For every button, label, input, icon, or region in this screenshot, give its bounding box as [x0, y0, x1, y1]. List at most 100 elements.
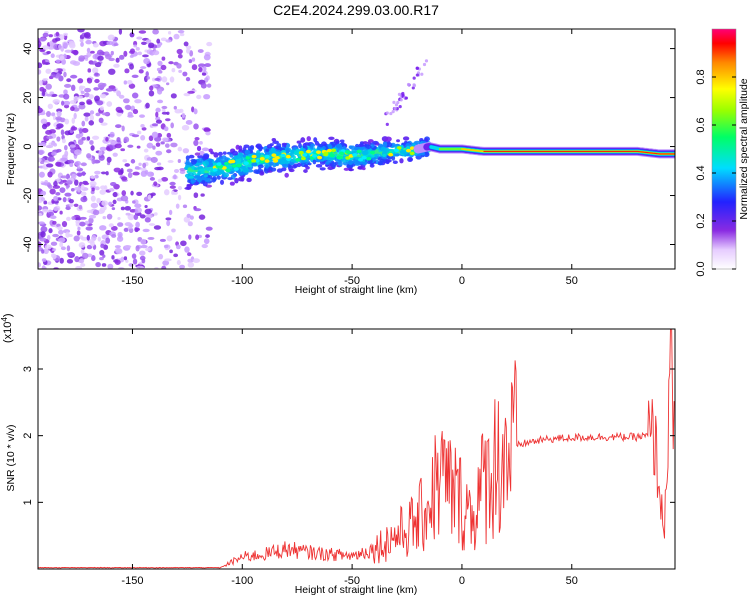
- heatmap-noise-point: [108, 68, 116, 75]
- heatmap-band-point: [397, 92, 402, 97]
- heatmap-noise-point: [78, 103, 86, 110]
- heatmap-noise-point: [138, 69, 144, 74]
- heatmap-noise-point: [114, 245, 121, 249]
- heatmap-noise-point: [193, 108, 198, 115]
- heatmap-band-point: [348, 167, 353, 172]
- heatmap-noise-point: [62, 197, 67, 203]
- heatmap-noise-point: [202, 65, 207, 72]
- heatmap-band-point: [347, 160, 353, 166]
- heatmap-noise-point: [112, 191, 118, 198]
- heatmap-noise-point: [168, 209, 173, 216]
- heatmap-noise-point: [65, 173, 70, 180]
- heatmap-noise-point: [63, 71, 67, 78]
- heatmap-noise-point: [99, 93, 107, 99]
- heatmap-noise-point: [111, 207, 116, 211]
- heatmap-band-point: [354, 147, 358, 151]
- heatmap-band-point: [328, 136, 335, 141]
- heatmap-peak-point: [264, 154, 270, 159]
- heatmap-band-point: [187, 172, 195, 177]
- heatmap-noise-point: [64, 118, 70, 125]
- heatmap-noise-point: [113, 43, 119, 46]
- heatmap-noise-point: [75, 265, 83, 269]
- heatmap-peak-point: [259, 157, 265, 161]
- heatmap-noise-point: [142, 228, 150, 233]
- heatmap-band-point: [231, 150, 239, 156]
- heatmap-noise-point: [75, 220, 81, 224]
- heatmap-band-point: [391, 110, 395, 114]
- heatmap-noise-point: [47, 103, 53, 110]
- heatmap-noise-point: [112, 152, 118, 157]
- heatmap-noise-point: [179, 170, 186, 175]
- heatmap-band-point: [394, 153, 400, 157]
- heatmap-noise-point: [62, 179, 68, 183]
- heatmap-noise-point: [105, 171, 109, 176]
- heatmap-noise-point: [171, 228, 176, 233]
- heatmap-noise-point: [136, 145, 141, 149]
- heatmap-band-point: [393, 106, 397, 111]
- heatmap-noise-point: [52, 99, 61, 104]
- heatmap-noise-point: [84, 87, 92, 93]
- heatmap-noise-point: [81, 127, 89, 133]
- heatmap-band-point: [318, 143, 324, 148]
- heatmap-noise-point: [101, 263, 107, 267]
- heatmap-noise-point: [157, 178, 163, 183]
- heatmap-noise-point: [55, 116, 63, 121]
- heatmap-band-point: [392, 100, 396, 104]
- heatmap-noise-point: [198, 66, 203, 73]
- heatmap-band-point: [288, 168, 295, 173]
- heatmap-noise-point: [124, 244, 132, 249]
- heatmap-band-point: [405, 143, 411, 148]
- heatmap-peak-point: [358, 157, 364, 162]
- heatmap-noise-point: [83, 182, 90, 186]
- heatmap-band-point: [203, 154, 209, 160]
- heatmap-band-point: [306, 136, 311, 142]
- heatmap-peak-point: [298, 150, 304, 155]
- heatmap-noise-point: [109, 131, 115, 138]
- heatmap-noise-point: [185, 77, 191, 82]
- heatmap-peak-point: [285, 154, 291, 159]
- heatmap-noise-point: [66, 180, 73, 185]
- heatmap-noise-point: [94, 78, 100, 84]
- heatmap-band-point: [385, 111, 389, 115]
- heatmap-noise-point: [53, 206, 58, 212]
- heatmap-noise-point: [69, 162, 74, 168]
- heatmap-band-point: [184, 186, 192, 190]
- heatmap-noise-point: [105, 136, 109, 142]
- heatmap-band-point: [315, 163, 323, 168]
- heatmap-noise-point: [191, 106, 195, 113]
- heatmap-noise-point: [131, 92, 139, 99]
- heatmap-noise-point: [39, 171, 45, 178]
- heatmap-noise-point: [39, 86, 45, 92]
- heatmap-noise-point: [87, 68, 92, 73]
- heatmap-noise-point: [73, 95, 79, 102]
- heatmap-noise-point: [70, 84, 76, 92]
- heatmap-noise-point: [147, 194, 152, 200]
- colorbar-tick-label: 0.2: [695, 213, 707, 228]
- heatmap-noise-point: [66, 258, 74, 264]
- heatmap-band-point: [361, 150, 367, 155]
- heatmap-noise-point: [86, 136, 91, 141]
- heatmap-noise-point: [150, 192, 156, 197]
- heatmap-band-point: [365, 145, 372, 149]
- heatmap-noise-point: [149, 85, 154, 91]
- heatmap-noise-point: [40, 226, 48, 233]
- heatmap-noise-point: [182, 148, 190, 154]
- heatmap-band-point: [210, 151, 215, 155]
- heatmap-band-point: [377, 160, 383, 166]
- heatmap-noise-point: [80, 263, 86, 267]
- heatmap-noise-point: [86, 77, 93, 84]
- heatmap-noise-point: [166, 132, 172, 138]
- heatmap-noise-point: [38, 221, 45, 225]
- heatmap-band-point: [276, 143, 282, 148]
- heatmap-noise-point: [127, 226, 133, 230]
- heatmap-noise-point: [130, 48, 135, 54]
- heatmap-noise-point: [169, 249, 173, 254]
- heatmap-band-point: [382, 153, 387, 158]
- heatmap-noise-point: [127, 114, 134, 118]
- heatmap-noise-point: [165, 217, 172, 221]
- heatmap-noise-point: [90, 175, 96, 179]
- heatmap-noise-point: [51, 253, 57, 260]
- heatmap-noise-point: [88, 217, 94, 224]
- heatmap-noise-point: [40, 197, 46, 202]
- heatmap-noise-point: [117, 231, 123, 238]
